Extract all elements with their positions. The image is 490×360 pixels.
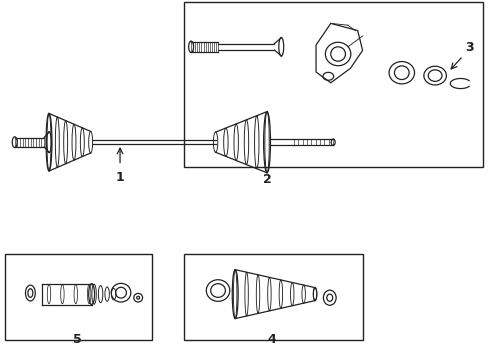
Bar bbox=[5, 254, 152, 340]
Text: 4: 4 bbox=[268, 333, 276, 346]
Bar bbox=[184, 2, 483, 167]
Text: 5: 5 bbox=[73, 333, 82, 346]
Text: 3: 3 bbox=[466, 41, 474, 54]
Text: 2: 2 bbox=[263, 173, 271, 186]
Bar bbox=[184, 254, 363, 340]
Text: 1: 1 bbox=[116, 171, 124, 184]
